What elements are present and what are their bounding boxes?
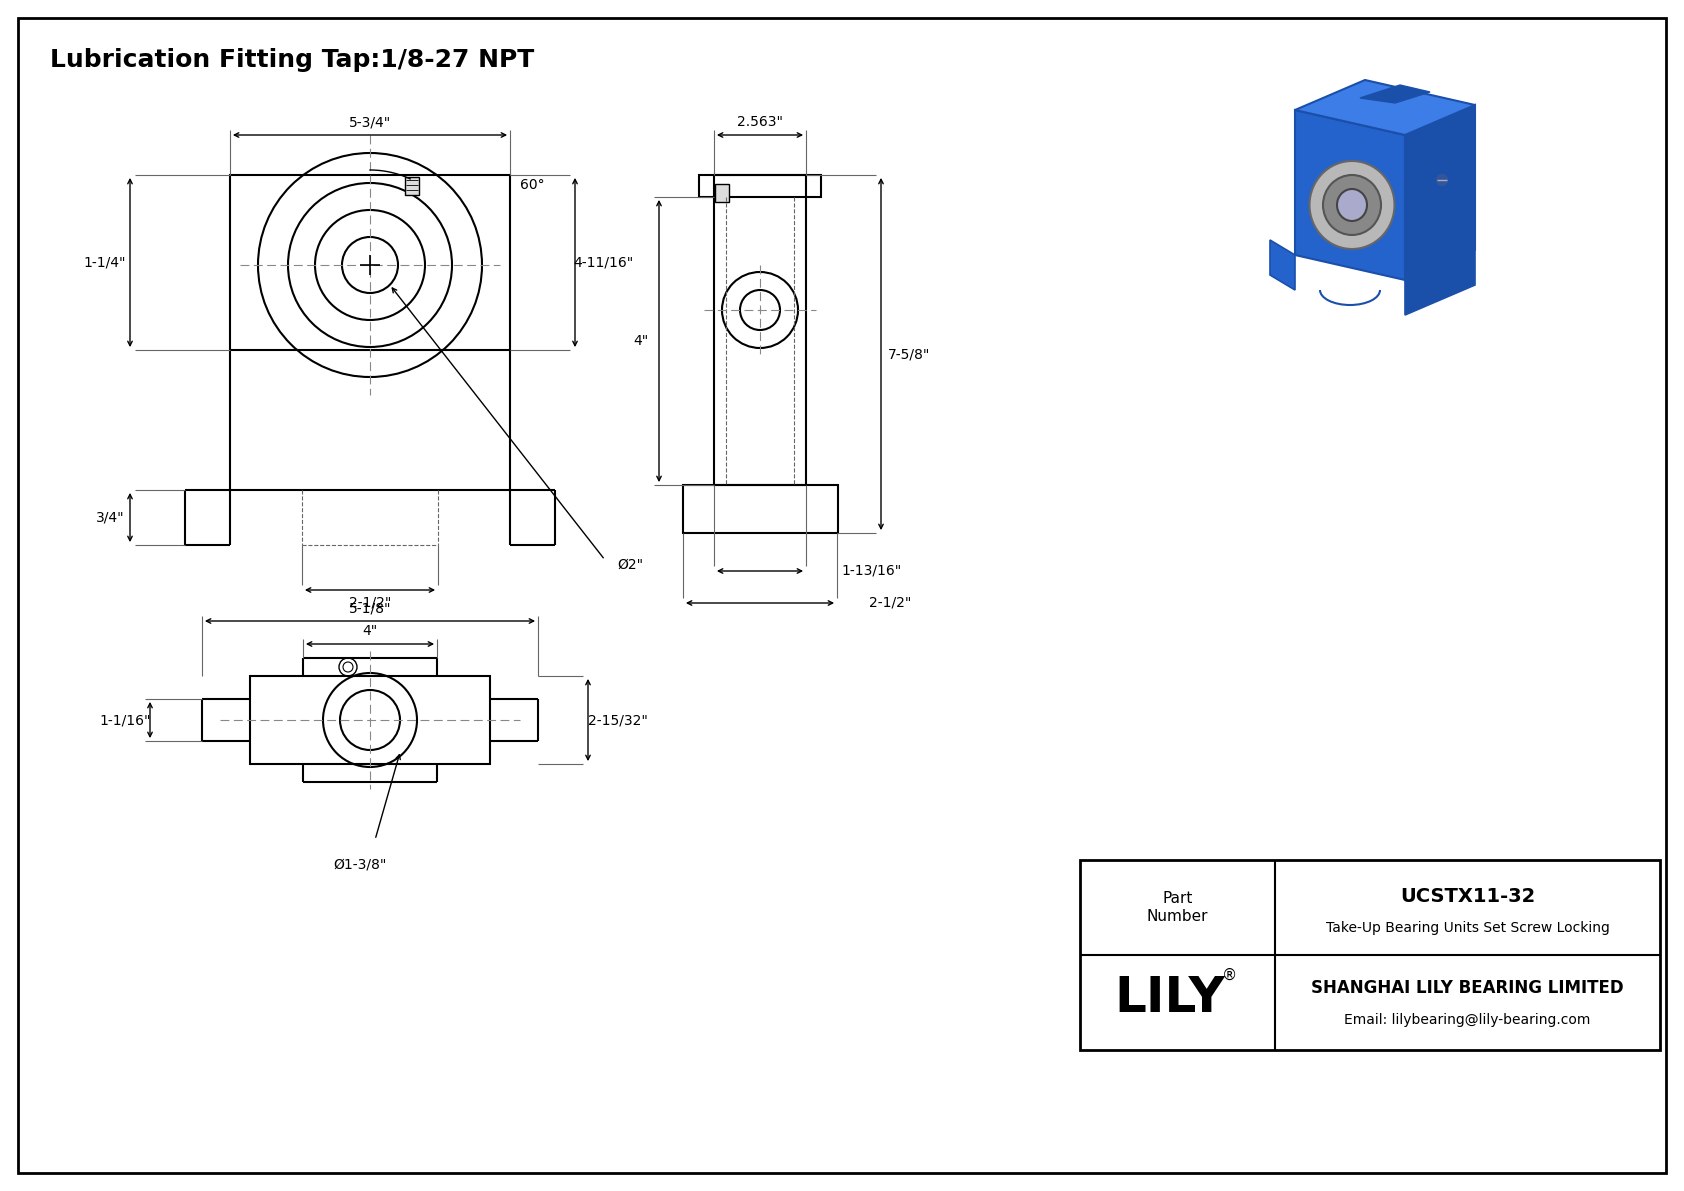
Bar: [249, 676, 490, 763]
Text: Part
Number: Part Number: [1147, 891, 1207, 924]
Text: 4-11/16": 4-11/16": [573, 256, 633, 269]
Text: 5-3/4": 5-3/4": [349, 116, 391, 129]
Ellipse shape: [1324, 175, 1381, 235]
Ellipse shape: [1337, 189, 1367, 222]
Text: 4": 4": [633, 333, 648, 348]
Text: LILY: LILY: [1115, 973, 1224, 1022]
Bar: [404, 177, 419, 195]
Polygon shape: [1361, 85, 1430, 102]
Bar: [714, 175, 807, 485]
Bar: [716, 183, 729, 202]
Text: ®: ®: [1223, 968, 1238, 983]
Text: Ø1-3/8": Ø1-3/8": [333, 858, 387, 872]
Polygon shape: [1404, 105, 1475, 280]
Text: Ø2": Ø2": [616, 559, 643, 572]
Polygon shape: [1295, 80, 1475, 135]
Circle shape: [1435, 173, 1448, 187]
Bar: [699, 175, 822, 197]
Bar: [684, 485, 839, 534]
Text: 60°: 60°: [520, 177, 544, 192]
Polygon shape: [1270, 241, 1295, 289]
Ellipse shape: [1310, 161, 1394, 249]
Text: SHANGHAI LILY BEARING LIMITED: SHANGHAI LILY BEARING LIMITED: [1312, 979, 1623, 997]
Text: 1-1/16": 1-1/16": [99, 713, 152, 727]
Text: Lubrication Fitting Tap:1/8-27 NPT: Lubrication Fitting Tap:1/8-27 NPT: [51, 48, 534, 71]
Bar: [1079, 860, 1660, 1050]
Polygon shape: [1295, 110, 1404, 280]
Text: 2-1/2": 2-1/2": [869, 596, 911, 610]
Text: 1-1/4": 1-1/4": [84, 256, 126, 269]
Text: 7-5/8": 7-5/8": [887, 347, 930, 361]
Text: 2.563": 2.563": [738, 116, 783, 129]
Bar: [231, 175, 510, 350]
Text: 3/4": 3/4": [96, 511, 125, 524]
Text: 2-1/2": 2-1/2": [349, 596, 391, 610]
Text: 4": 4": [362, 624, 377, 638]
Polygon shape: [1404, 250, 1475, 314]
Text: 2-15/32": 2-15/32": [588, 713, 648, 727]
Text: UCSTX11-32: UCSTX11-32: [1399, 886, 1536, 905]
Text: Email: lilybearing@lily-bearing.com: Email: lilybearing@lily-bearing.com: [1344, 1012, 1591, 1027]
Text: Take-Up Bearing Units Set Screw Locking: Take-Up Bearing Units Set Screw Locking: [1325, 922, 1610, 935]
Text: 5-1/8": 5-1/8": [349, 601, 391, 615]
Text: 1-13/16": 1-13/16": [840, 565, 901, 578]
